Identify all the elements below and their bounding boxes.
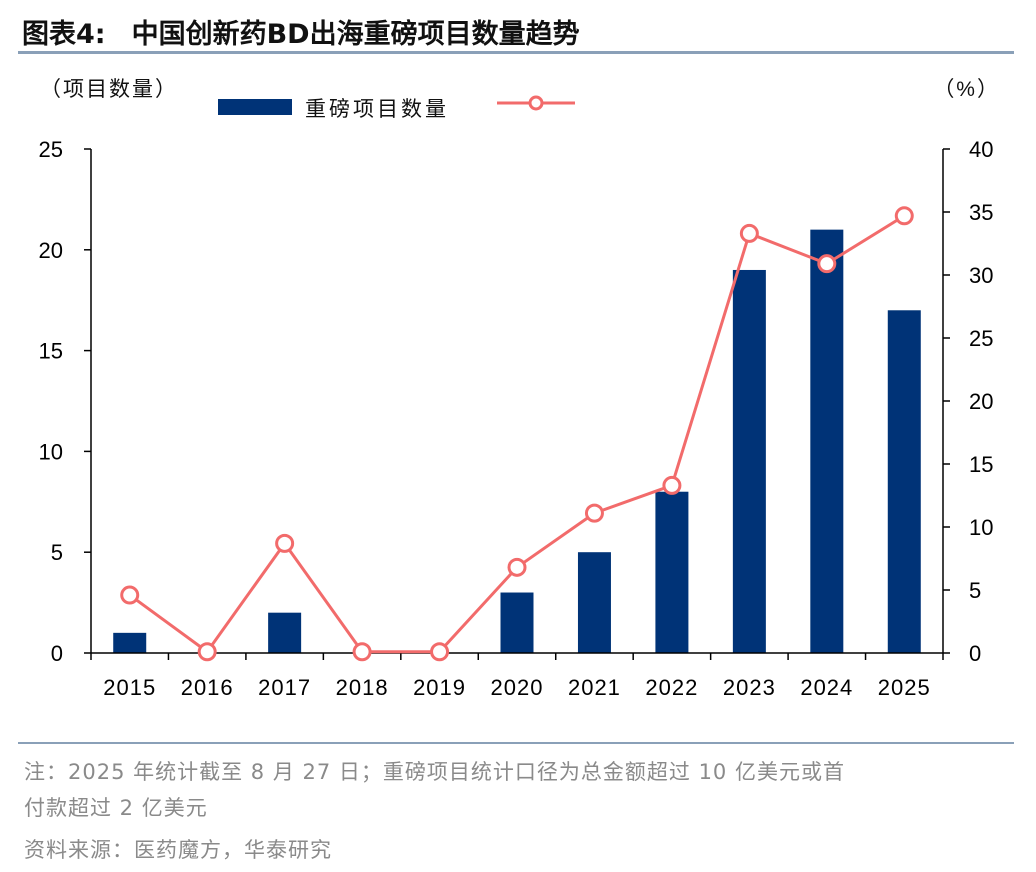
title-divider <box>18 51 1014 54</box>
line-point-2023 <box>739 223 759 243</box>
bar-2015 <box>113 632 147 653</box>
left-tick-label: 0 <box>51 641 63 666</box>
left-axis-label: （项目数量） <box>40 78 178 101</box>
right-tick-label: 5 <box>969 578 981 603</box>
line-series <box>128 214 906 654</box>
line-point-2015 <box>120 585 140 605</box>
bar-2020 <box>500 592 534 653</box>
x-tick-label: 2020 <box>491 675 544 700</box>
right-tick-label: 10 <box>969 515 993 540</box>
x-tick-label: 2025 <box>878 675 931 700</box>
line-point-2019 <box>430 642 450 662</box>
bar-2021 <box>577 552 611 653</box>
x-tick-label: 2018 <box>336 675 389 700</box>
bar-2022 <box>655 491 689 653</box>
line-point-2020 <box>507 557 527 577</box>
left-tick-label: 25 <box>39 137 63 162</box>
right-tick-label: 35 <box>969 200 993 225</box>
legend-bar-label: 重磅项目数量 <box>305 98 449 121</box>
chart-area: （项目数量） （%） 重磅项目数量 0510152025051015202530… <box>39 78 1000 700</box>
x-tick-label: 2015 <box>103 675 156 700</box>
line-point-2018 <box>352 642 372 662</box>
figure-title: 图表4: 中国创新药BD出海重磅项目数量趋势 <box>22 12 580 51</box>
chart-title: 中国创新药BD出海重磅项目数量趋势 <box>131 19 580 50</box>
left-tick-label: 20 <box>39 238 63 263</box>
footnote-line-2: 付款超过 2 亿美元 <box>24 796 208 820</box>
bar-2023 <box>732 269 766 653</box>
right-tick-label: 15 <box>969 452 993 477</box>
legend: 重磅项目数量 <box>218 95 575 121</box>
footnote-line-1: 注：2025 年统计截至 8 月 27 日；重磅项目统计口径为总金额超过 10 … <box>24 760 845 784</box>
line-point-2024 <box>817 254 837 274</box>
line-point-2025 <box>894 206 914 226</box>
bar-2024 <box>810 229 844 653</box>
left-tick-label: 10 <box>39 439 63 464</box>
legend-bar-swatch <box>218 99 292 115</box>
line-point-2021 <box>584 503 604 523</box>
source-note: 资料来源：医药魔方，华泰研究 <box>24 838 332 862</box>
bar-2025 <box>887 310 921 653</box>
x-tick-label: 2019 <box>413 675 466 700</box>
right-tick-label: 40 <box>969 137 993 162</box>
right-tick-label: 0 <box>969 641 981 666</box>
right-tick-label: 20 <box>969 389 993 414</box>
x-tick-label: 2024 <box>800 675 853 700</box>
line-point-2017 <box>275 533 295 553</box>
left-tick-label: 15 <box>39 339 63 364</box>
x-tick-label: 2023 <box>723 675 776 700</box>
x-tick-label: 2017 <box>258 675 311 700</box>
x-tick-label: 2022 <box>645 675 698 700</box>
x-tick-label: 2021 <box>568 675 621 700</box>
right-tick-label: 25 <box>969 326 993 351</box>
line-point-2016 <box>197 642 217 662</box>
right-tick-label: 30 <box>969 263 993 288</box>
notes-divider <box>18 742 1014 744</box>
line-point-2022 <box>662 475 682 495</box>
right-axis-label: （%） <box>933 78 1000 101</box>
x-tick-label: 2016 <box>181 675 234 700</box>
left-tick-label: 5 <box>51 540 63 565</box>
legend-line-marker <box>528 95 544 111</box>
figure-label: 图表4: <box>22 19 106 50</box>
bar-2017 <box>268 612 302 653</box>
